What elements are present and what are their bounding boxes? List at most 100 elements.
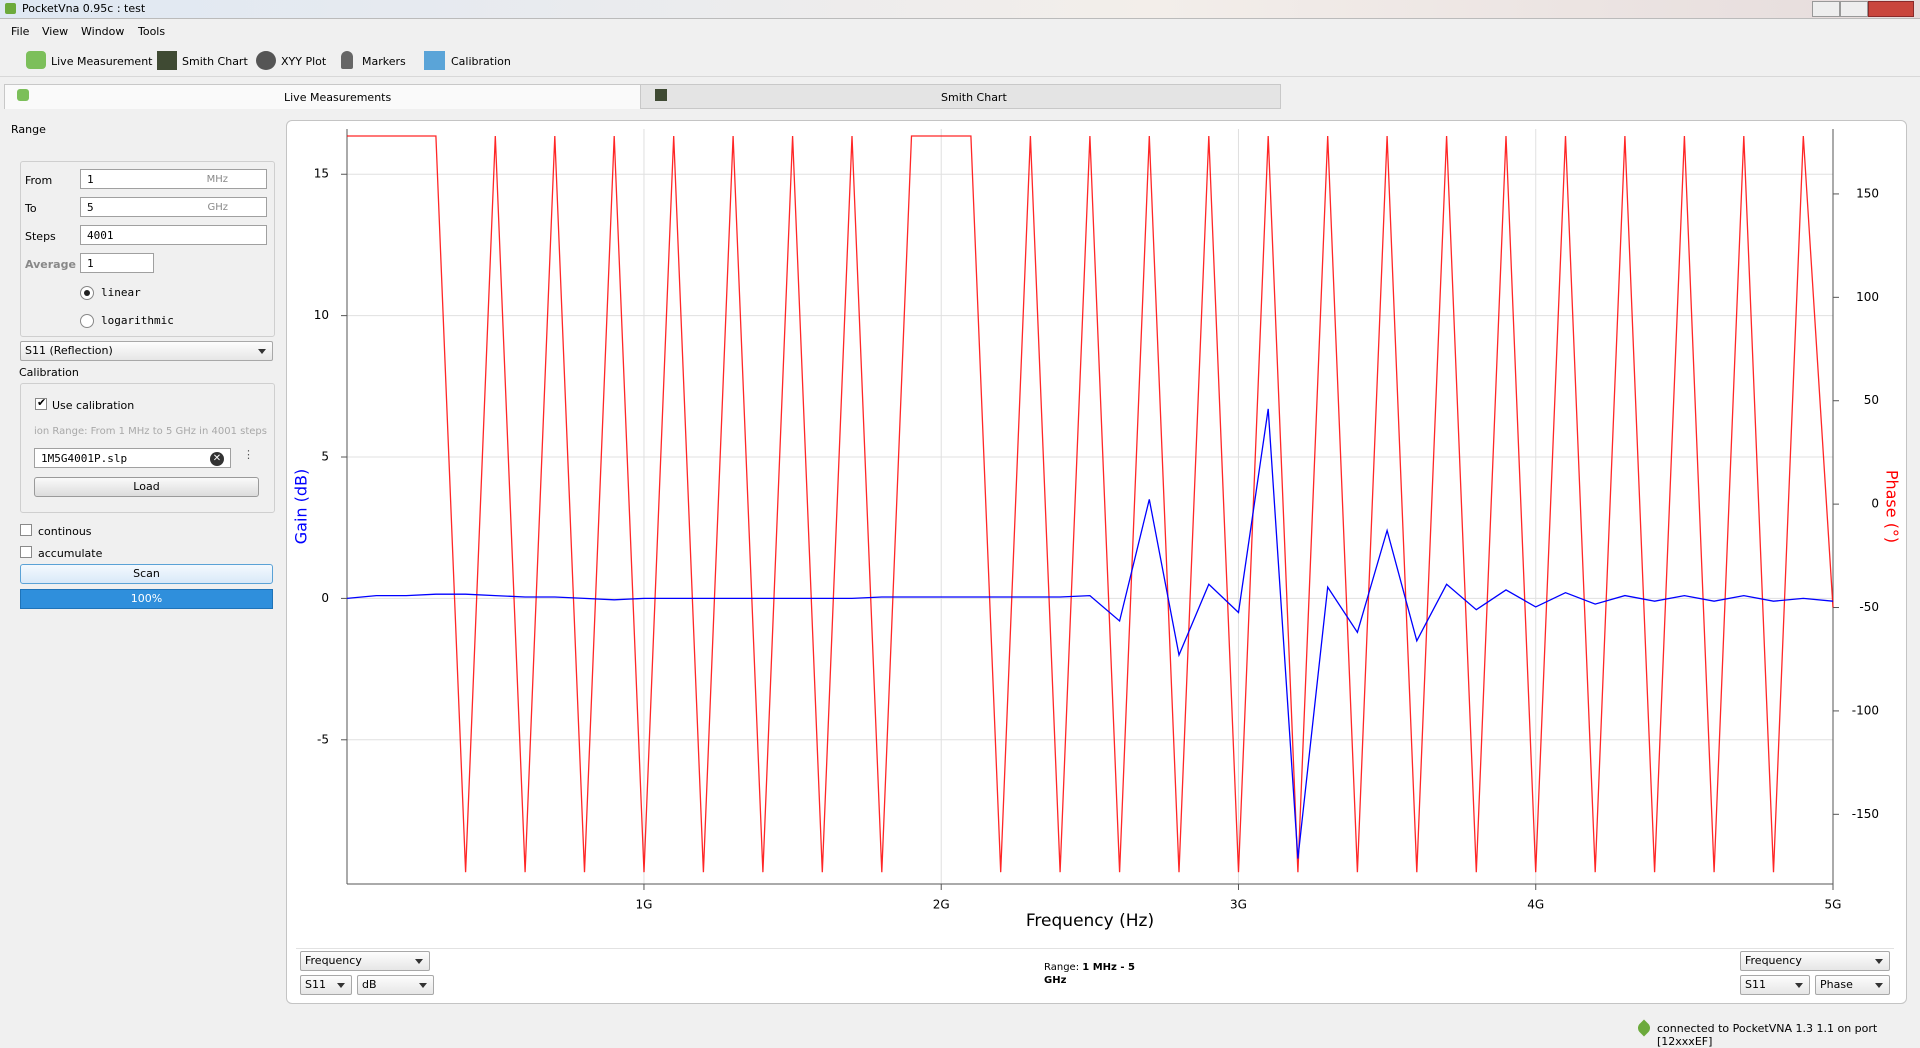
unit-select[interactable]: dB bbox=[357, 975, 434, 995]
more[interactable]: ⋮ bbox=[243, 448, 254, 461]
checkbox-label: accumulate bbox=[38, 547, 103, 560]
x-tick-label: 1G bbox=[635, 898, 652, 912]
radio-label: logarithmic bbox=[101, 314, 174, 327]
menu-bar: File View Window Tools bbox=[0, 22, 1920, 42]
tab[interactable]: Smith Chart bbox=[640, 84, 1281, 109]
button-label: Scan bbox=[133, 567, 160, 580]
steps-input[interactable]: 4001 bbox=[80, 225, 267, 245]
menu-item[interactable]: View bbox=[42, 25, 69, 38]
unit-select[interactable]: Phase bbox=[1815, 975, 1890, 995]
title-bar: PocketVna 0.95c : test bbox=[0, 0, 1920, 19]
y-tick-label: -5 bbox=[317, 732, 329, 746]
section-title: Calibration bbox=[19, 366, 79, 379]
y2-axis-title: Phase (°) bbox=[1883, 470, 1902, 543]
checkbox[interactable] bbox=[20, 524, 32, 536]
y2-tick-label: -50 bbox=[1859, 600, 1879, 614]
icon bbox=[26, 51, 46, 69]
x-tick-label: 5G bbox=[1825, 898, 1842, 912]
unit: MHz bbox=[206, 174, 228, 185]
checkbox-label: Use calibration bbox=[52, 399, 135, 412]
chart-controls: Frequency S11 dB Range: 1 MHz - 5 GHz Fr… bbox=[296, 948, 1894, 999]
y-axis-title: Gain (dB) bbox=[292, 469, 311, 545]
settings-panel: Range From 1 MHz To 5 GHz Steps 4001 Avera… bbox=[0, 108, 284, 1008]
select-value: Frequency bbox=[1745, 954, 1802, 967]
menu-item[interactable]: Window bbox=[81, 25, 125, 38]
y-tick-label: 10 bbox=[314, 308, 329, 322]
label: To bbox=[25, 202, 37, 215]
toolbar-button[interactable]: Markers bbox=[362, 55, 406, 68]
menu-item[interactable]: File bbox=[11, 25, 30, 38]
y2-tick-label: 0 bbox=[1871, 497, 1879, 511]
x-axis-title: Frequency (Hz) bbox=[1026, 911, 1154, 931]
x-select[interactable]: Frequency bbox=[300, 951, 430, 971]
radio-label: linear bbox=[101, 286, 141, 299]
file-input[interactable]: 1M5G4001P.slp ✕ bbox=[34, 448, 231, 468]
select-value: dB bbox=[362, 978, 377, 991]
minimize[interactable] bbox=[1812, 1, 1840, 17]
select-value: S11 bbox=[305, 978, 326, 991]
icon bbox=[655, 89, 667, 101]
x-tick-label: 4G bbox=[1527, 898, 1544, 912]
app-icon bbox=[5, 3, 16, 14]
icon bbox=[341, 51, 353, 69]
select-value: Phase bbox=[1820, 978, 1853, 991]
y-tick-label: 15 bbox=[314, 167, 329, 181]
load-button[interactable]: Load bbox=[34, 477, 259, 497]
series-line bbox=[346, 408, 1834, 859]
menu-item[interactable]: Tools bbox=[138, 25, 166, 38]
icon bbox=[256, 51, 276, 70]
average-input[interactable]: 1 bbox=[80, 253, 154, 273]
input-value: 4001 bbox=[87, 229, 114, 242]
button-label: Load bbox=[133, 480, 160, 493]
x-tick-label: 3G bbox=[1230, 898, 1247, 912]
range-value: 1 MHz - 5 GHz bbox=[1044, 962, 1135, 986]
x-select[interactable]: Frequency bbox=[1740, 951, 1890, 971]
icon bbox=[17, 89, 29, 101]
from-input[interactable]: 1 MHz bbox=[80, 169, 267, 189]
progress-label: 100% bbox=[130, 592, 163, 605]
tab-active[interactable]: Live Measurements bbox=[4, 84, 641, 109]
range-info: Range: 1 MHz - 5 GHz bbox=[1044, 961, 1144, 987]
input-value: 1 bbox=[87, 257, 94, 270]
param-select[interactable]: S11 bbox=[300, 975, 352, 995]
select-value: Frequency bbox=[305, 954, 362, 967]
unit: GHz bbox=[207, 202, 228, 213]
select-value: S11 (Reflection) bbox=[25, 344, 113, 357]
close[interactable] bbox=[1868, 1, 1914, 17]
section-title: Range bbox=[11, 123, 46, 136]
icon bbox=[424, 51, 445, 70]
window-title: PocketVna 0.95c : test bbox=[22, 2, 146, 15]
checkbox-checked[interactable]: ✔ bbox=[35, 396, 47, 410]
y2-tick-label: -100 bbox=[1852, 703, 1879, 717]
select-value: S11 bbox=[1745, 978, 1766, 991]
maximize[interactable] bbox=[1840, 1, 1868, 17]
input-value: 1M5G4001P.slp bbox=[41, 452, 128, 465]
to-input[interactable]: 5 GHz bbox=[80, 197, 267, 217]
chart-panel bbox=[286, 120, 1907, 1004]
tab-label: Live Measurements bbox=[284, 91, 392, 104]
toolbar-button[interactable]: Smith Chart bbox=[182, 55, 248, 68]
tab-label: Smith Chart bbox=[941, 91, 1007, 104]
progress-bar: 100% bbox=[20, 589, 273, 609]
y2-tick-label: 50 bbox=[1864, 393, 1879, 407]
icon bbox=[157, 51, 177, 70]
radio[interactable] bbox=[80, 314, 94, 328]
parameter-select[interactable]: S11 (Reflection) bbox=[20, 341, 273, 361]
y2-tick-label: -150 bbox=[1852, 807, 1879, 821]
param-select[interactable]: S11 bbox=[1740, 975, 1810, 995]
toolbar-button[interactable]: XYY Plot bbox=[281, 55, 327, 68]
range-label: Range: bbox=[1044, 962, 1080, 973]
input-value: 5 bbox=[87, 201, 94, 214]
toolbar: Live Measurement Smith Chart XYY Plot Ma… bbox=[0, 46, 1920, 77]
toolbar-button[interactable]: Calibration bbox=[451, 55, 511, 68]
scan-button[interactable]: Scan bbox=[20, 564, 273, 584]
radio-checked[interactable] bbox=[80, 286, 94, 300]
calibration-info: ion Range: From 1 MHz to 5 GHz in 4001 s… bbox=[34, 426, 267, 437]
checkbox[interactable] bbox=[20, 546, 32, 558]
toolbar-button[interactable]: Live Measurement bbox=[51, 55, 153, 68]
status-text: connected to PocketVNA 1.3 1.1 on port [… bbox=[1657, 1022, 1878, 1048]
range-group bbox=[20, 161, 275, 337]
label: From bbox=[25, 174, 53, 187]
